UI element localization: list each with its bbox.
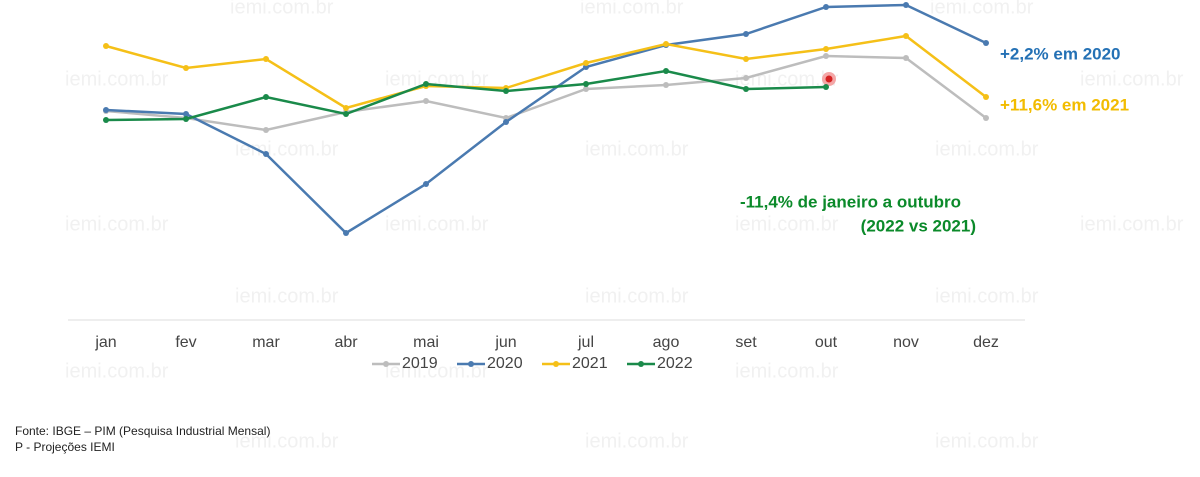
marker: [903, 2, 909, 8]
marker: [183, 116, 189, 122]
annotation: -11,4% de janeiro a outubro: [740, 192, 961, 211]
marker: [343, 230, 349, 236]
marker: [103, 107, 109, 113]
annotation: (2022 vs 2021): [861, 216, 976, 235]
marker: [743, 86, 749, 92]
watermark: iemi.com.br: [235, 285, 339, 307]
marker: [423, 181, 429, 187]
marker: [263, 151, 269, 157]
marker: [743, 75, 749, 81]
watermark: iemi.com.br: [235, 430, 339, 452]
x-tick-label: mar: [252, 334, 280, 351]
legend-marker: [468, 361, 474, 367]
legend-marker: [638, 361, 644, 367]
watermark: iemi.com.br: [585, 138, 689, 160]
x-tick-label: ago: [653, 334, 680, 351]
x-tick-label: abr: [334, 334, 358, 351]
cursor-dot: [825, 75, 833, 83]
x-tick-label: out: [815, 334, 838, 351]
marker: [903, 33, 909, 39]
marker: [983, 94, 989, 100]
watermark: iemi.com.br: [230, 0, 334, 18]
watermark: iemi.com.br: [65, 68, 169, 90]
marker: [983, 115, 989, 121]
x-tick-label: fev: [175, 334, 196, 351]
watermark: iemi.com.br: [935, 430, 1039, 452]
marker: [743, 31, 749, 37]
marker: [903, 55, 909, 61]
plot: [103, 2, 989, 236]
legend-label: 2022: [657, 355, 693, 372]
marker: [343, 105, 349, 111]
legend-label: 2019: [402, 355, 438, 372]
watermark: iemi.com.br: [1080, 68, 1184, 90]
marker: [263, 127, 269, 133]
footnote: Fonte: IBGE – PIM (Pesquisa Industrial M…: [15, 424, 270, 438]
marker: [263, 94, 269, 100]
marker: [823, 4, 829, 10]
series-line: [105, 34, 987, 110]
marker: [583, 81, 589, 87]
marker: [983, 40, 989, 46]
marker: [743, 56, 749, 62]
annotation: +2,2% em 2020: [1000, 44, 1121, 63]
marker: [583, 60, 589, 66]
watermark: iemi.com.br: [585, 285, 689, 307]
watermark: iemi.com.br: [930, 0, 1034, 18]
watermarks: iemi.com.br iemi.com.br iemi.com.br iemi.co…: [65, 0, 1184, 452]
x-tick-label: jun: [494, 334, 516, 351]
series-line: [105, 69, 827, 122]
marker: [343, 111, 349, 117]
watermark: iemi.com.br: [735, 213, 839, 235]
watermark: iemi.com.br: [585, 430, 689, 452]
legend-label: 2020: [487, 355, 523, 372]
watermark: iemi.com.br: [65, 213, 169, 235]
watermark: iemi.com.br: [935, 285, 1039, 307]
x-tick-label: jan: [94, 334, 116, 351]
watermark: iemi.com.br: [385, 213, 489, 235]
watermark: iemi.com.br: [385, 68, 489, 90]
marker: [663, 41, 669, 47]
watermark: iemi.com.br: [235, 138, 339, 160]
marker: [503, 88, 509, 94]
marker: [423, 81, 429, 87]
x-tick-label: mai: [413, 334, 439, 351]
marker: [823, 46, 829, 52]
marker: [663, 82, 669, 88]
watermark: iemi.com.br: [1080, 213, 1184, 235]
annotation: +11,6% em 2021: [1000, 95, 1129, 114]
marker: [503, 119, 509, 125]
x-tick-label: dez: [973, 334, 999, 351]
series-line: [105, 3, 987, 235]
marker: [823, 53, 829, 59]
watermark: iemi.com.br: [580, 0, 684, 18]
marker: [583, 86, 589, 92]
marker: [183, 65, 189, 71]
marker: [663, 68, 669, 74]
x-tick-label: nov: [893, 334, 919, 351]
watermark: iemi.com.br: [385, 360, 489, 382]
watermark: iemi.com.br: [935, 138, 1039, 160]
series-line: [105, 54, 987, 132]
x-tick-label: jul: [577, 334, 594, 351]
marker: [103, 117, 109, 123]
marker: [103, 43, 109, 49]
x-tick-label: set: [735, 334, 757, 351]
watermark: iemi.com.br: [65, 360, 169, 382]
marker: [263, 56, 269, 62]
legend-marker: [383, 361, 389, 367]
footnote: P - Projeções IEMI: [15, 440, 115, 454]
marker: [183, 111, 189, 117]
legend-marker: [553, 361, 559, 367]
legend-label: 2021: [572, 355, 608, 372]
marker: [423, 98, 429, 104]
watermark: iemi.com.br: [735, 360, 839, 382]
marker: [823, 84, 829, 90]
